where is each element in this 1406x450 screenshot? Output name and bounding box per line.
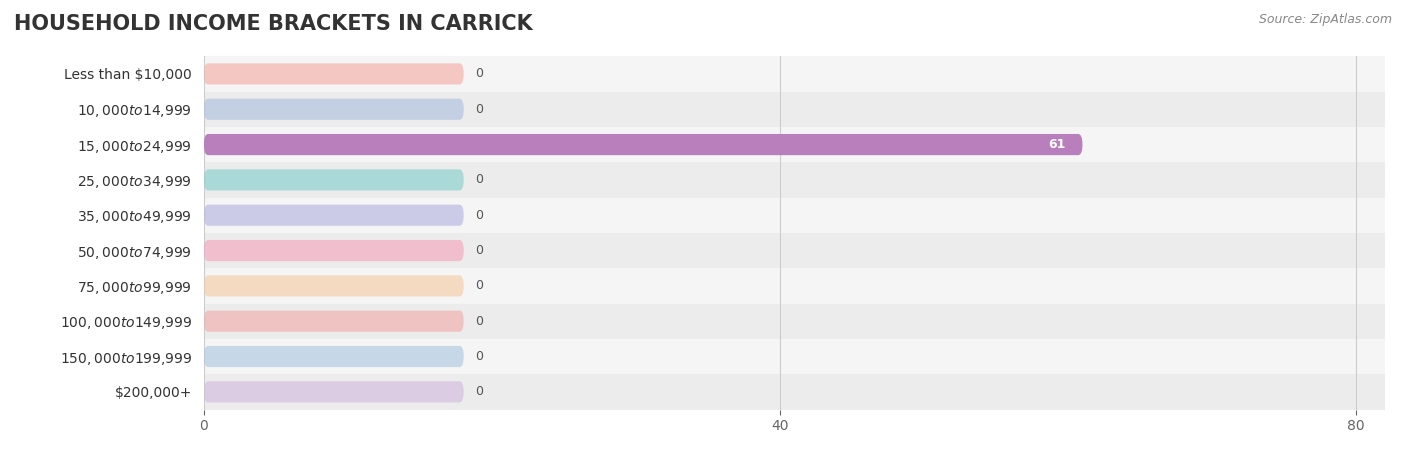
FancyBboxPatch shape (204, 127, 1385, 162)
FancyBboxPatch shape (204, 240, 464, 261)
Text: 0: 0 (475, 173, 484, 186)
FancyBboxPatch shape (204, 134, 1083, 155)
FancyBboxPatch shape (204, 275, 464, 297)
Text: 0: 0 (475, 350, 484, 363)
FancyBboxPatch shape (204, 99, 464, 120)
FancyBboxPatch shape (204, 346, 464, 367)
Text: 61: 61 (1047, 138, 1066, 151)
Text: 0: 0 (475, 279, 484, 292)
Text: 0: 0 (475, 385, 484, 398)
FancyBboxPatch shape (204, 198, 1385, 233)
FancyBboxPatch shape (204, 310, 464, 332)
FancyBboxPatch shape (204, 56, 1385, 92)
FancyBboxPatch shape (204, 205, 464, 226)
FancyBboxPatch shape (204, 381, 464, 402)
Text: Source: ZipAtlas.com: Source: ZipAtlas.com (1258, 14, 1392, 27)
Text: 0: 0 (475, 244, 484, 257)
FancyBboxPatch shape (204, 162, 1385, 198)
Text: 0: 0 (475, 315, 484, 328)
FancyBboxPatch shape (204, 268, 1385, 303)
FancyBboxPatch shape (204, 374, 1385, 410)
FancyBboxPatch shape (204, 339, 1385, 374)
FancyBboxPatch shape (204, 63, 464, 85)
FancyBboxPatch shape (204, 233, 1385, 268)
Text: HOUSEHOLD INCOME BRACKETS IN CARRICK: HOUSEHOLD INCOME BRACKETS IN CARRICK (14, 14, 533, 33)
FancyBboxPatch shape (204, 303, 1385, 339)
FancyBboxPatch shape (204, 169, 464, 190)
Text: 0: 0 (475, 103, 484, 116)
FancyBboxPatch shape (204, 92, 1385, 127)
Text: 0: 0 (475, 209, 484, 222)
Text: 0: 0 (475, 68, 484, 81)
